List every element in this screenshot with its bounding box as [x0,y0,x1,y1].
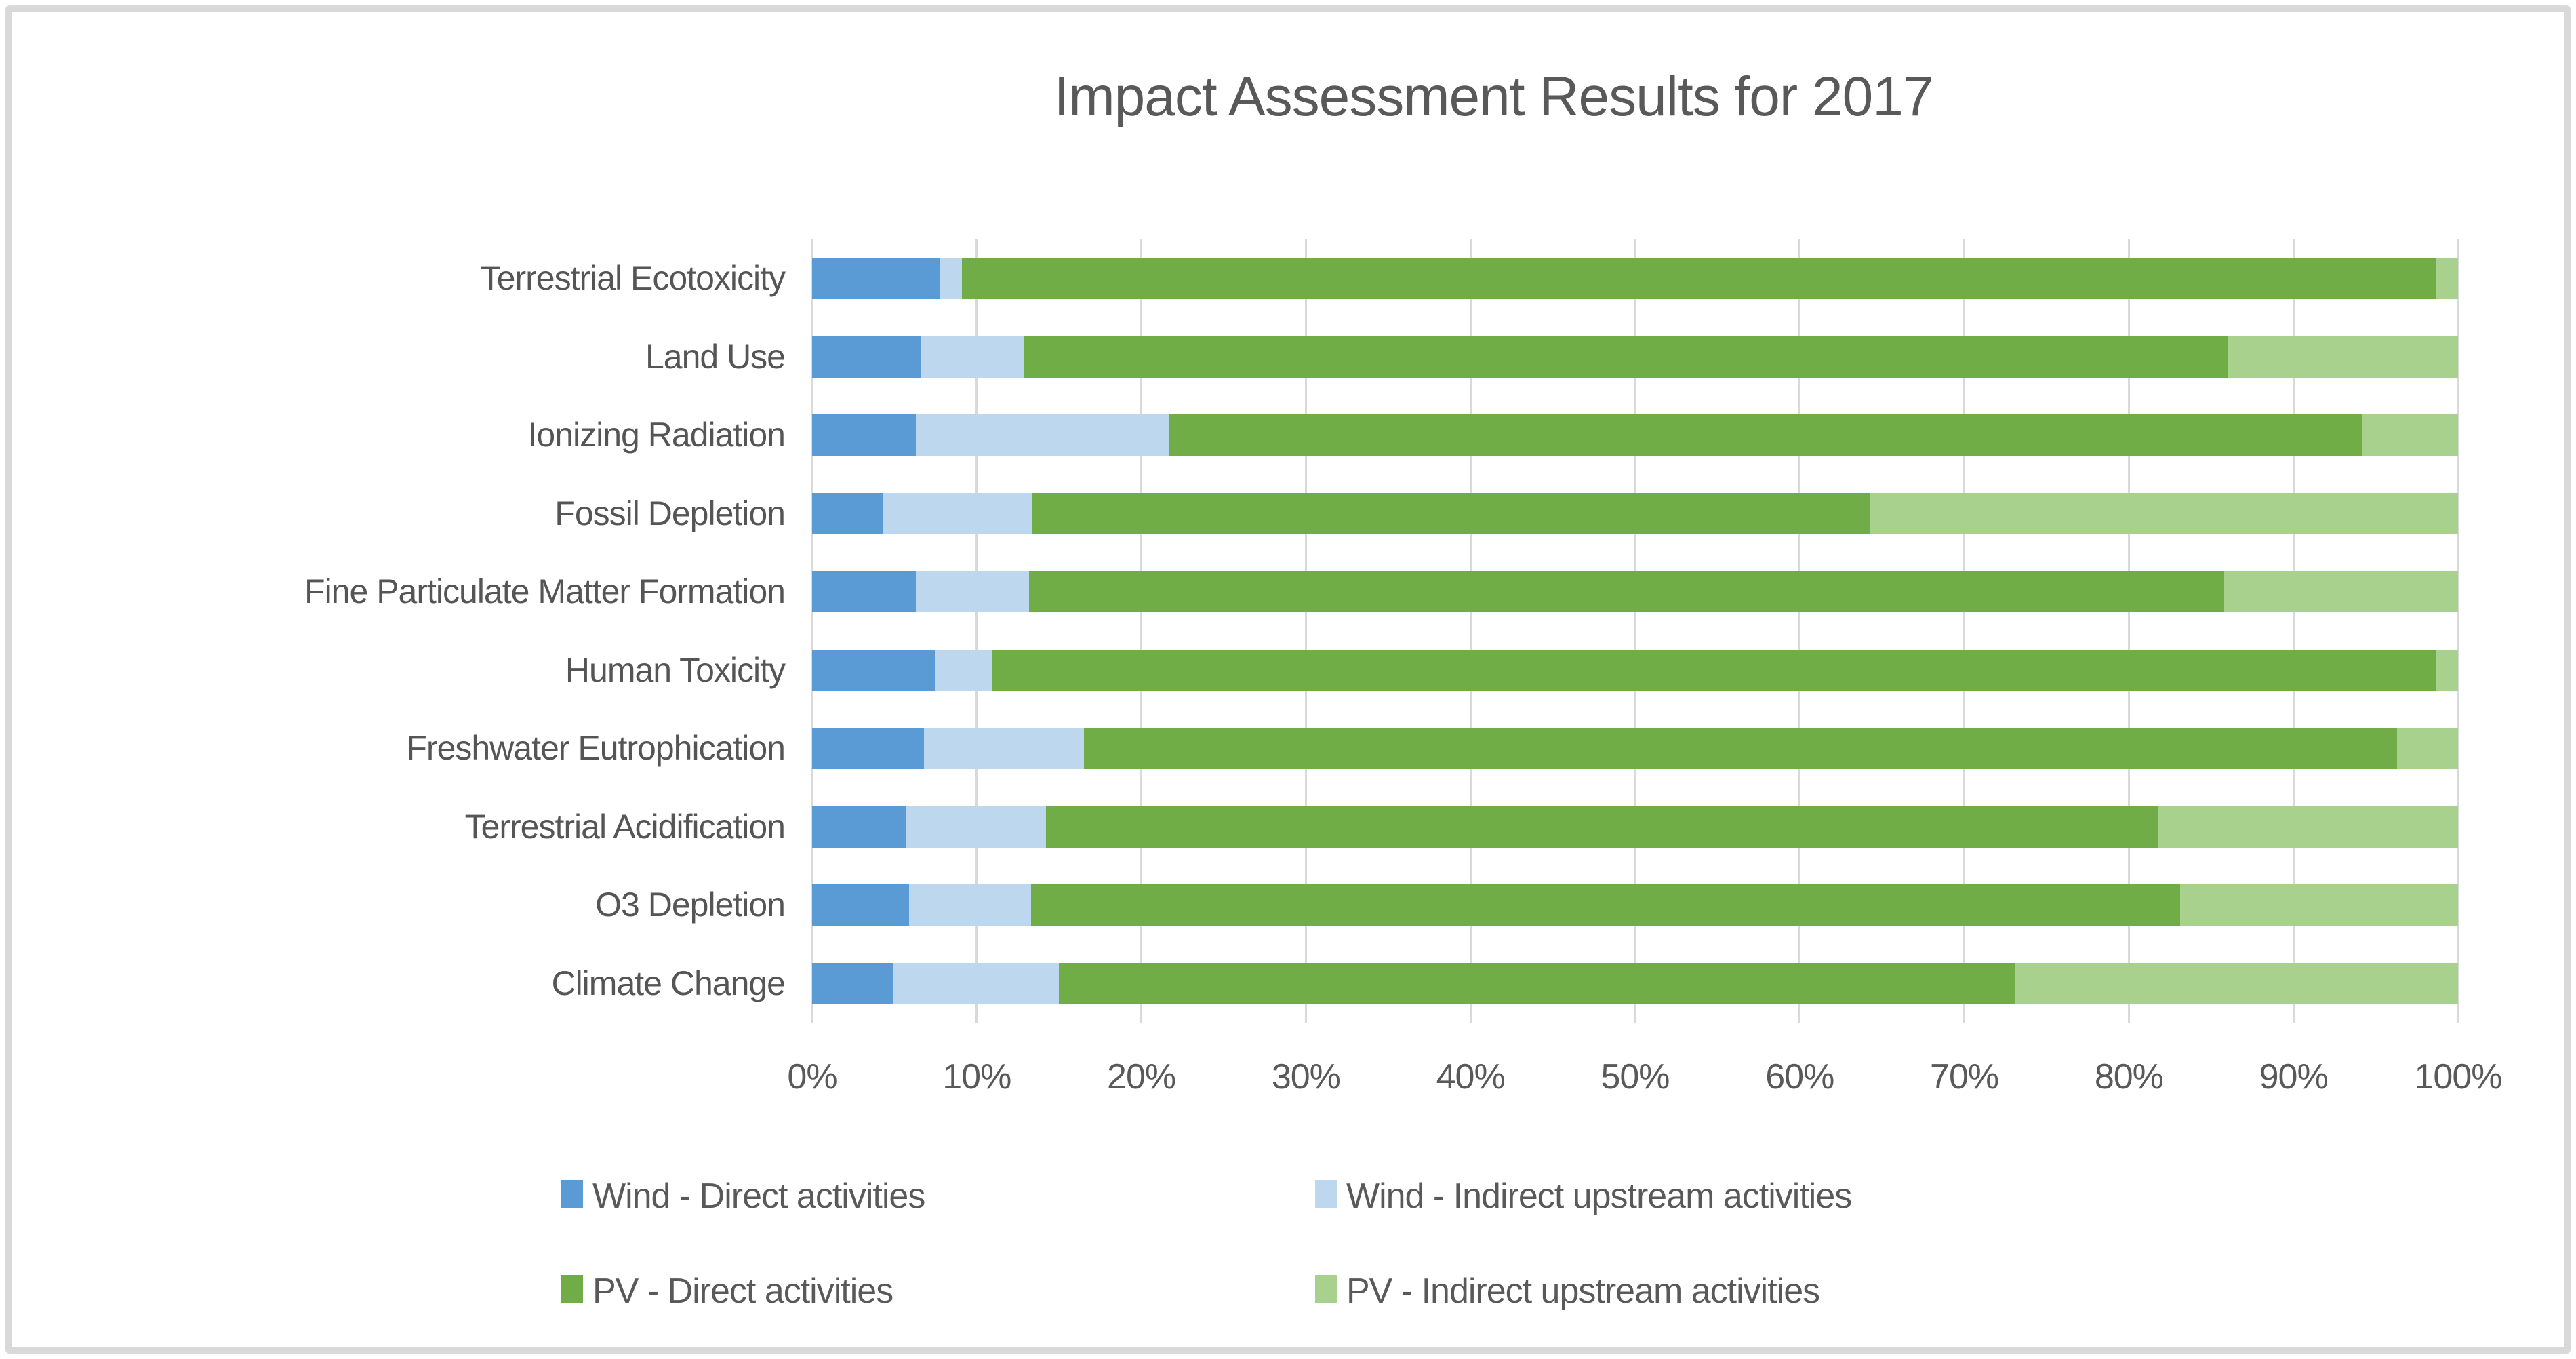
bar-row-o3-depletion [812,884,2458,926]
bar-segment [2397,728,2458,770]
gridline-90% [2292,239,2295,1023]
bar-segment [812,962,893,1004]
category-label: Fine Particulate Matter Formation [304,572,786,611]
bar-segment [2362,414,2458,456]
bar-segment [1024,336,2228,378]
x-tick-label: 50% [1601,1057,1670,1097]
bar-segment [812,571,916,613]
bar-row-ionizing-radiation [812,414,2458,456]
bar-row-terrestrial-ecotoxicity [812,258,2458,300]
category-label: Terrestrial Ecotoxicity [480,259,786,298]
bar-segment [1083,728,2398,770]
bar-row-human-toxicity [812,649,2458,691]
x-tick-label: 10% [942,1057,1011,1097]
category-label: O3 Depletion [595,886,786,924]
bar-segment [915,571,1030,613]
bar-row-freshwater-eutrophication [812,728,2458,770]
bar-segment [1032,492,1871,534]
gridline-0% [811,239,813,1023]
x-tick-label: 100% [2414,1057,2503,1097]
bar-segment [961,258,2437,300]
bar-segment [940,258,962,300]
legend-label: PV - Indirect upstream activities [1346,1272,1820,1311]
bar-segment [1059,962,2015,1004]
legend-item-pv-indirect-upstream-activities: PV - Indirect upstream activities [1315,1271,1820,1311]
bar-segment [892,962,1060,1004]
legend-item-pv-direct-activities: PV - Direct activities [561,1271,893,1311]
bar-segment [883,492,1033,534]
bar-segment [906,806,1046,848]
bar-segment [812,258,941,300]
legend-label: PV - Direct activities [592,1272,893,1311]
x-tick-label: 40% [1436,1057,1506,1097]
bar-segment [812,649,936,691]
bar-segment [812,492,883,534]
legend-swatch-icon [561,1275,583,1303]
bar-segment [1029,571,2225,613]
bar-segment [915,414,1169,456]
bar-segment [1030,884,2180,926]
bar-segment [909,884,1031,926]
bar-row-climate-change [812,962,2458,1004]
bar-segment [2158,806,2458,848]
bar-row-fine-particulate-matter-formation [812,571,2458,613]
bar-segment [2224,571,2458,613]
legend-item-wind-direct-activities: Wind - Direct activities [561,1176,925,1216]
bar-segment [812,336,921,378]
bar-row-terrestrial-acidification [812,806,2458,848]
plot-area [811,239,2459,1023]
x-tick-label: 80% [2094,1057,2164,1097]
gridline-60% [1798,239,1801,1023]
legend-swatch-icon [1315,1180,1337,1208]
category-label: Freshwater Eutrophication [406,729,786,768]
category-label: Fossil Depletion [555,494,786,532]
x-tick-label: 0% [787,1057,837,1097]
legend-label: Wind - Direct activities [592,1177,925,1216]
gridline-80% [2127,239,2130,1023]
bar-segment [991,649,2437,691]
category-label: Human Toxicity [565,650,786,689]
chart-figure: Impact Assessment Results for 2017 Terre… [5,5,2571,1354]
gridline-50% [1634,239,1636,1023]
category-label: Ionizing Radiation [527,416,786,454]
bar-segment [1045,806,2159,848]
bar-segment [812,884,910,926]
legend-item-wind-indirect-upstream-activities: Wind - Indirect upstream activities [1315,1176,1852,1216]
gridline-70% [1963,239,1966,1023]
legend-label: Wind - Indirect upstream activities [1346,1177,1852,1216]
bar-segment [2015,962,2458,1004]
category-label: Land Use [645,337,786,376]
bar-segment [921,336,1025,378]
bar-segment [812,728,925,770]
bar-row-fossil-depletion [812,492,2458,534]
category-label: Terrestrial Acidification [464,807,786,846]
category-label: Climate Change [551,964,786,1002]
bar-segment [2436,649,2458,691]
bar-segment [2228,336,2458,378]
bar-segment [1169,414,2363,456]
bar-segment [935,649,992,691]
bar-segment [1870,492,2458,534]
legend-swatch-icon [561,1180,583,1208]
legend-swatch-icon [1315,1275,1337,1303]
chart-title: Impact Assessment Results for 2017 [1053,66,1934,127]
x-tick-label: 20% [1107,1057,1176,1097]
gridline-40% [1469,239,1472,1023]
bar-row-land-use [812,336,2458,378]
gridline-20% [1140,239,1143,1023]
x-tick-label: 30% [1271,1057,1341,1097]
gridline-100% [2457,239,2459,1023]
x-tick-label: 90% [2259,1057,2329,1097]
x-tick-label: 70% [1930,1057,1999,1097]
bar-segment [812,414,916,456]
bar-segment [2179,884,2458,926]
bar-segment [924,728,1084,770]
gridline-10% [975,239,978,1023]
x-tick-label: 60% [1765,1057,1834,1097]
gridline-30% [1304,239,1307,1023]
bar-segment [812,806,906,848]
bar-segment [2436,258,2458,300]
